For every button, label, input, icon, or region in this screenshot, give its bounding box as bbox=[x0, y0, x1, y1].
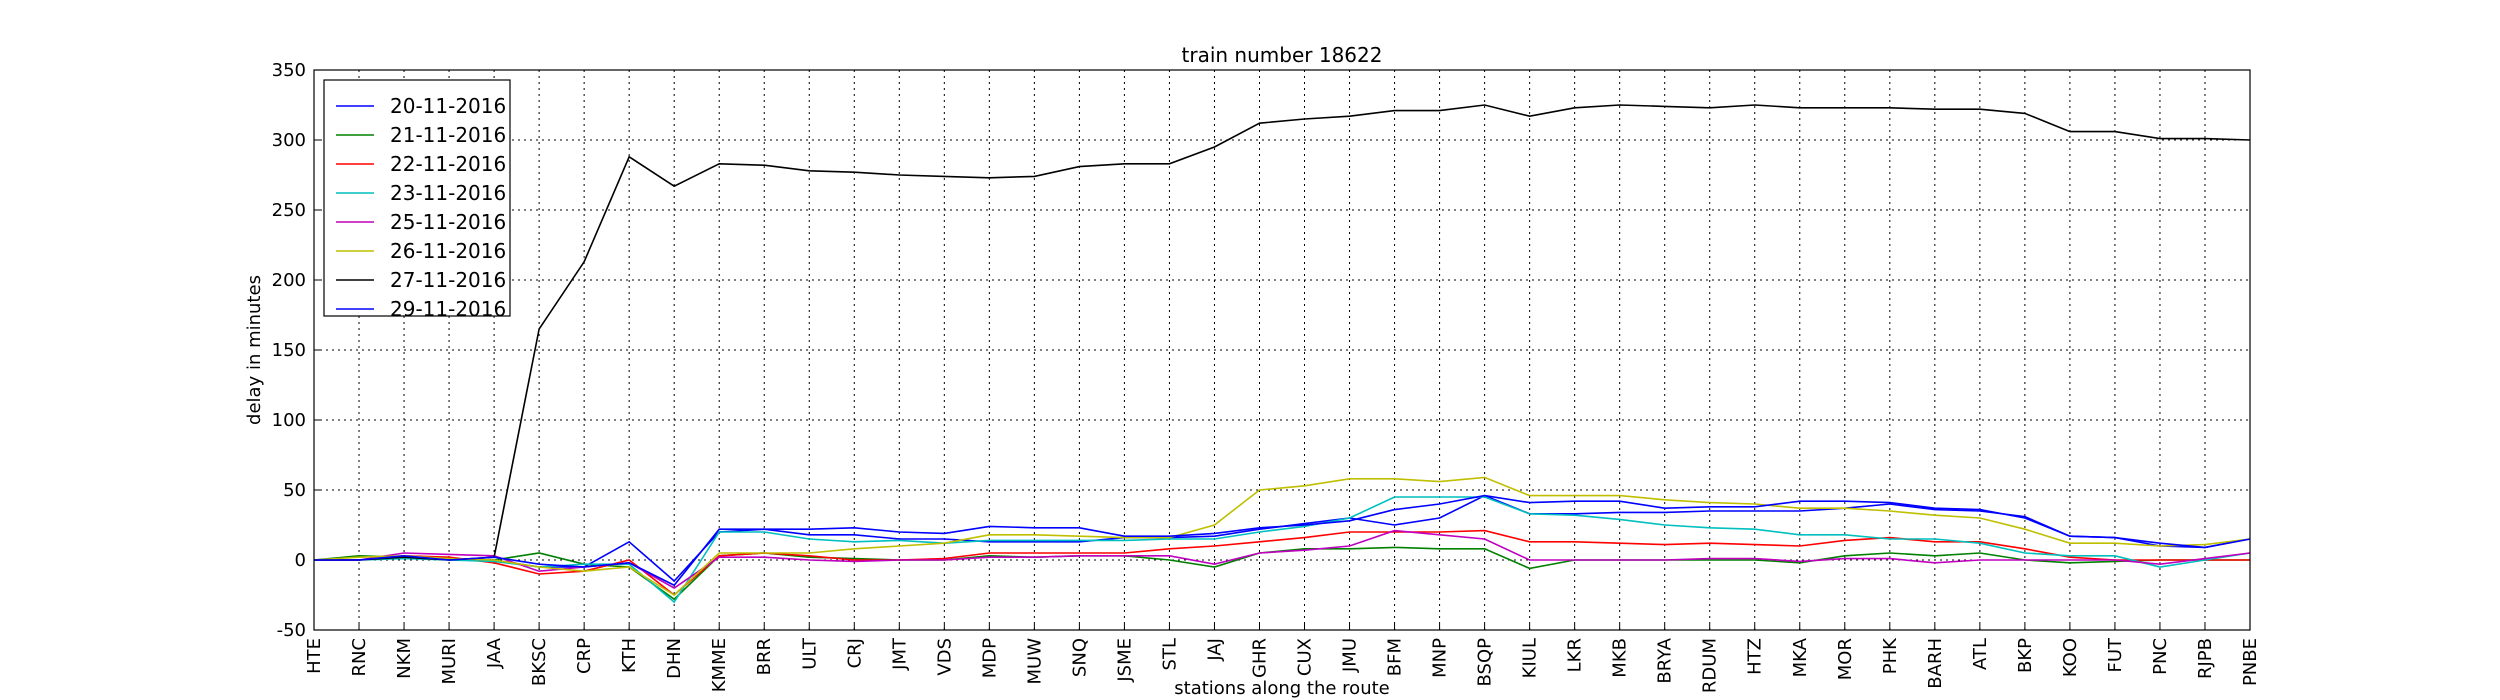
x-tick-label: MDP bbox=[979, 638, 1000, 678]
x-tick-label: STL bbox=[1159, 638, 1180, 670]
chart-title: train number 18622 bbox=[1182, 43, 1383, 67]
x-tick-label: BSQP bbox=[1475, 638, 1496, 687]
x-tick-label: CRP bbox=[574, 638, 595, 674]
y-tick-label: 100 bbox=[272, 410, 306, 431]
series-line bbox=[313, 476, 2251, 597]
y-tick-label: 200 bbox=[272, 270, 306, 291]
y-tick-label: 300 bbox=[272, 130, 306, 151]
x-tick-label: MUW bbox=[1024, 638, 1045, 685]
y-tick-label: 250 bbox=[272, 200, 306, 221]
y-tick-label: -50 bbox=[277, 620, 306, 641]
x-tick-label: BRR bbox=[754, 638, 775, 675]
legend-label: 27-11-2016 bbox=[390, 268, 506, 292]
legend-label: 29-11-2016 bbox=[390, 297, 506, 321]
x-tick-label: ATL bbox=[1970, 638, 1991, 670]
x-axis-label: stations along the route bbox=[1174, 678, 1389, 699]
legend-label: 21-11-2016 bbox=[390, 123, 506, 147]
x-tick-label: KTH bbox=[619, 638, 640, 673]
x-tick-label: RJPB bbox=[2195, 638, 2216, 679]
x-tick-label: JSME bbox=[1114, 638, 1135, 683]
x-tick-label: RNC bbox=[349, 638, 370, 677]
x-tick-label: JMU bbox=[1340, 638, 1361, 673]
legend-label: 25-11-2016 bbox=[390, 210, 506, 234]
series-line bbox=[314, 494, 2251, 587]
x-tick-label: LKR bbox=[1565, 638, 1586, 672]
x-tick-label: DHN bbox=[664, 638, 685, 679]
x-tick-label: CUX bbox=[1295, 638, 1316, 676]
x-tick-label: BKSC bbox=[529, 638, 550, 686]
x-tick-label: NKM bbox=[394, 638, 415, 679]
x-tick-label: JAA bbox=[484, 637, 505, 669]
series-line bbox=[314, 104, 2251, 561]
x-tick-label: MKA bbox=[1790, 637, 1811, 677]
x-tick-label: HTZ bbox=[1745, 638, 1766, 675]
x-tick-label: PHK bbox=[1880, 637, 1901, 674]
x-tick-label: KMME bbox=[709, 638, 730, 692]
legend-label: 22-11-2016 bbox=[390, 152, 506, 176]
y-axis-label: delay in minutes bbox=[244, 275, 265, 425]
x-tick-label: MKB bbox=[1610, 638, 1631, 678]
x-tick-label: KIUL bbox=[1520, 638, 1541, 678]
x-tick-label: FUT bbox=[2105, 637, 2126, 673]
y-tick-label: 0 bbox=[295, 550, 306, 571]
legend-label: 26-11-2016 bbox=[390, 239, 506, 263]
legend-label: 23-11-2016 bbox=[390, 181, 506, 205]
legend-box bbox=[323, 79, 511, 317]
x-tick-label: HTE bbox=[304, 638, 325, 674]
x-tick-label: PNC bbox=[2150, 638, 2171, 675]
x-tick-label: JAJ bbox=[1204, 638, 1225, 662]
x-tick-label: MURI bbox=[439, 638, 460, 685]
x-tick-label: BFM bbox=[1385, 638, 1406, 676]
x-tick-label: GHR bbox=[1249, 638, 1270, 678]
x-tick-label: JMT bbox=[889, 637, 910, 671]
x-tick-label: KOO bbox=[2060, 638, 2081, 677]
y-tick-label: 50 bbox=[283, 480, 306, 501]
x-tick-label: BRYA bbox=[1655, 637, 1676, 683]
series-line bbox=[314, 496, 2251, 604]
y-tick-label: 150 bbox=[272, 340, 306, 361]
y-tick-label: 350 bbox=[272, 60, 306, 81]
x-tick-label: MNP bbox=[1430, 638, 1451, 678]
x-tick-label: ULT bbox=[799, 637, 820, 670]
x-tick-label: VDS bbox=[934, 638, 955, 676]
plot-frame bbox=[313, 69, 2251, 631]
legend-label: 20-11-2016 bbox=[390, 94, 506, 118]
x-tick-label: SNQ bbox=[1069, 638, 1090, 677]
x-tick-label: BARH bbox=[1925, 638, 1946, 689]
x-tick-label: BKP bbox=[2015, 638, 2036, 673]
x-tick-label: PNBE bbox=[2240, 638, 2261, 686]
x-tick-label: MOR bbox=[1835, 638, 1856, 680]
x-tick-label: RDUM bbox=[1700, 638, 1721, 693]
x-tick-label: CRJ bbox=[844, 638, 865, 668]
